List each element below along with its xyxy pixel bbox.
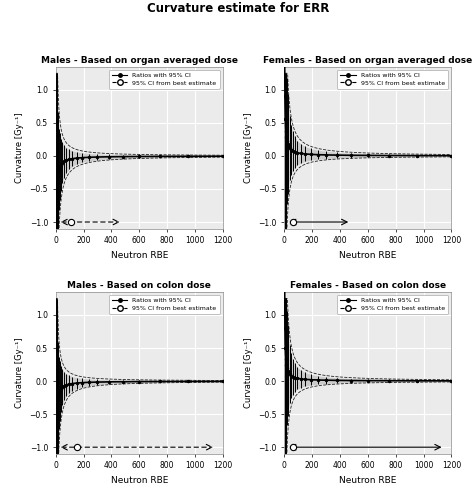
Legend: Ratios with 95% CI, 95% CI from best estimate: Ratios with 95% CI, 95% CI from best est… [337, 295, 448, 314]
Legend: Ratios with 95% CI, 95% CI from best estimate: Ratios with 95% CI, 95% CI from best est… [109, 70, 220, 88]
Title: Females - Based on colon dose: Females - Based on colon dose [290, 280, 446, 289]
Y-axis label: Curvature [Gy⁻¹]: Curvature [Gy⁻¹] [15, 338, 24, 408]
Legend: Ratios with 95% CI, 95% CI from best estimate: Ratios with 95% CI, 95% CI from best est… [109, 295, 220, 314]
Y-axis label: Curvature [Gy⁻¹]: Curvature [Gy⁻¹] [15, 112, 24, 183]
Y-axis label: Curvature [Gy⁻¹]: Curvature [Gy⁻¹] [244, 112, 253, 183]
X-axis label: Neutron RBE: Neutron RBE [339, 476, 397, 485]
Title: Males - Based on organ averaged dose: Males - Based on organ averaged dose [41, 56, 238, 64]
Title: Females - Based on organ averaged dose: Females - Based on organ averaged dose [263, 56, 473, 64]
X-axis label: Neutron RBE: Neutron RBE [110, 251, 168, 260]
Legend: Ratios with 95% CI, 95% CI from best estimate: Ratios with 95% CI, 95% CI from best est… [337, 70, 448, 88]
X-axis label: Neutron RBE: Neutron RBE [339, 251, 397, 260]
Title: Males - Based on colon dose: Males - Based on colon dose [67, 280, 211, 289]
X-axis label: Neutron RBE: Neutron RBE [110, 476, 168, 485]
Y-axis label: Curvature [Gy⁻¹]: Curvature [Gy⁻¹] [244, 338, 253, 408]
Text: Curvature estimate for ERR: Curvature estimate for ERR [147, 2, 329, 16]
